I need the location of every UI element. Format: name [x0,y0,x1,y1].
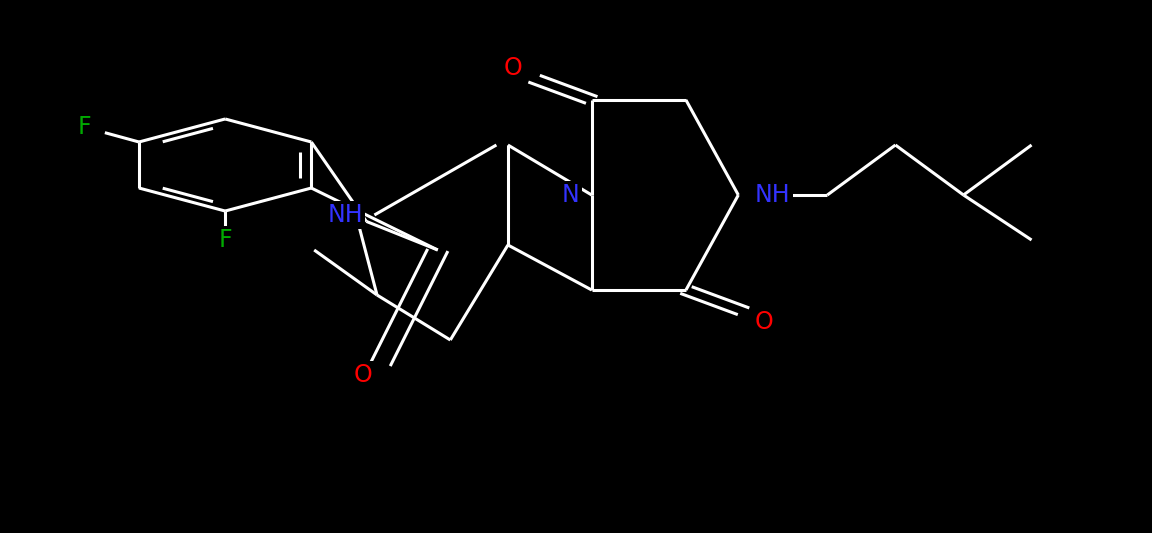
Text: F: F [219,228,232,252]
Text: N: N [562,183,579,207]
Text: NH: NH [328,203,363,227]
Text: NH: NH [755,183,790,207]
Text: O: O [354,362,372,386]
Text: O: O [503,56,523,80]
Text: F: F [77,115,91,139]
Text: O: O [755,310,774,334]
